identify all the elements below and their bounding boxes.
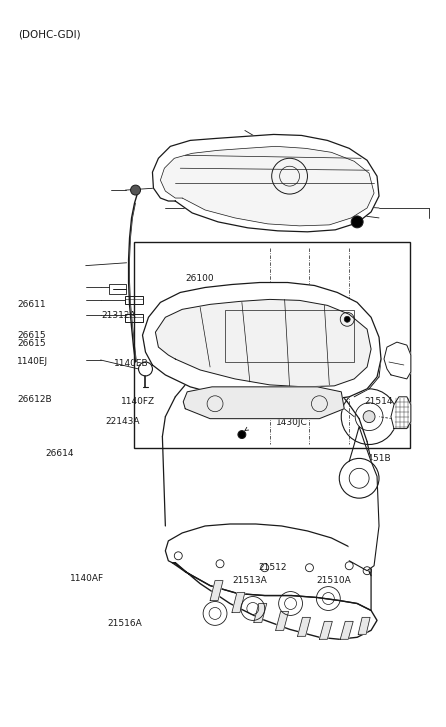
Circle shape (131, 185, 140, 195)
Text: 1140EJ: 1140EJ (17, 357, 48, 366)
Polygon shape (161, 146, 374, 226)
Polygon shape (155, 300, 371, 387)
Polygon shape (384, 342, 411, 379)
Polygon shape (232, 593, 245, 612)
Text: 26100: 26100 (186, 274, 214, 283)
Text: 1140FZ: 1140FZ (121, 396, 155, 406)
Polygon shape (153, 134, 379, 232)
Text: 21512: 21512 (259, 563, 287, 571)
Text: 21513A: 21513A (232, 576, 267, 585)
Text: 26614: 26614 (45, 449, 74, 458)
Bar (109, 284, 126, 294)
Circle shape (363, 411, 375, 422)
Polygon shape (391, 397, 411, 429)
Circle shape (238, 430, 246, 438)
Circle shape (265, 324, 271, 330)
Polygon shape (349, 427, 379, 571)
Polygon shape (358, 617, 370, 634)
Polygon shape (285, 322, 344, 359)
Polygon shape (254, 603, 267, 622)
Text: 21514: 21514 (365, 396, 393, 406)
Polygon shape (210, 581, 223, 601)
Text: 1140FH: 1140FH (294, 330, 329, 339)
Text: (DOHC-GDI): (DOHC-GDI) (18, 30, 81, 40)
Text: 21516A: 21516A (108, 619, 143, 628)
Polygon shape (319, 622, 332, 639)
Bar (225, 310, 354, 362)
Bar (124, 314, 143, 322)
Text: 1140EB: 1140EB (115, 359, 149, 368)
Polygon shape (165, 524, 371, 611)
Polygon shape (276, 611, 289, 630)
Text: 21510A: 21510A (316, 576, 351, 585)
Polygon shape (172, 563, 377, 639)
Bar (124, 297, 143, 305)
Circle shape (351, 216, 363, 228)
Text: 26615: 26615 (17, 340, 45, 348)
Text: 22143A: 22143A (106, 417, 140, 426)
Text: 21312A: 21312A (101, 310, 136, 320)
Polygon shape (183, 387, 344, 419)
Circle shape (344, 316, 350, 322)
Text: 21520: 21520 (203, 363, 231, 371)
Text: 21451B: 21451B (356, 454, 391, 463)
Text: 26612B: 26612B (17, 395, 52, 404)
Bar (133, 242, 410, 449)
Polygon shape (143, 283, 381, 402)
Circle shape (277, 308, 287, 317)
Text: 26615: 26615 (17, 331, 45, 340)
Polygon shape (297, 617, 310, 636)
Polygon shape (168, 414, 371, 576)
Text: 26611: 26611 (17, 300, 45, 309)
Text: 1140AF: 1140AF (70, 574, 104, 583)
Text: 1430JC: 1430JC (276, 418, 308, 427)
Polygon shape (340, 622, 353, 639)
